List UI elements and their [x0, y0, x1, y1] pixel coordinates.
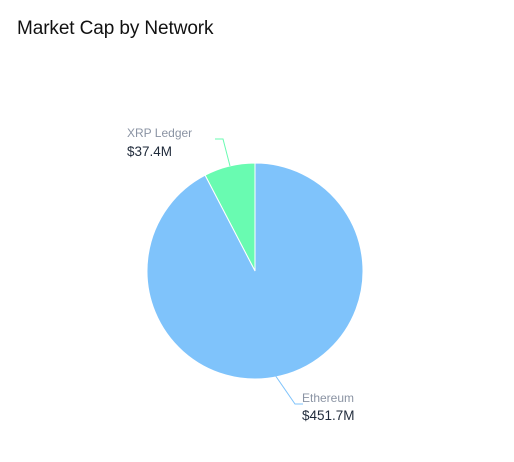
leader-line-xrp-ledger	[215, 138, 231, 167]
pie-slice-ethereum[interactable]	[146, 162, 364, 380]
slice-label-name: Ethereum	[302, 391, 354, 405]
leader-line-ethereum	[274, 374, 303, 405]
slice-label-name: XRP Ledger	[127, 126, 192, 140]
slice-label-value: $37.4M	[127, 144, 172, 159]
slice-label-value: $451.7M	[302, 408, 355, 423]
chart-title: Market Cap by Network	[17, 18, 214, 39]
